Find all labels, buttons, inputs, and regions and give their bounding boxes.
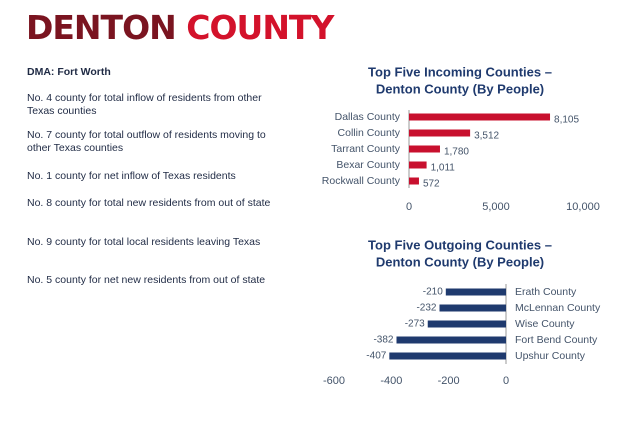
value-label: 3,512 <box>474 131 499 142</box>
bar <box>396 336 506 344</box>
category-label: Erath County <box>515 286 577 298</box>
value-label: -232 <box>416 303 436 314</box>
category-label: Fort Bend County <box>515 334 598 346</box>
value-label: 1,011 <box>431 163 456 174</box>
bar <box>409 129 471 137</box>
value-label: 1,780 <box>444 147 469 158</box>
value-label: 572 <box>423 179 440 190</box>
bar <box>427 320 506 328</box>
category-label: McLennan County <box>515 302 601 314</box>
chart-title: Denton County (By People) <box>376 81 544 96</box>
bar <box>409 177 419 185</box>
fact: No. 4 county for total inflow of residen… <box>27 92 262 117</box>
category-label: Tarrant County <box>331 143 401 155</box>
x-tick-label: -600 <box>323 375 345 387</box>
fact: No. 9 county for total local residents l… <box>27 236 261 248</box>
dma: DMA: Fort Worth <box>27 66 111 78</box>
bar <box>409 161 427 169</box>
fact: No. 7 county for total outflow of reside… <box>27 129 266 154</box>
category-label: Dallas County <box>335 111 401 123</box>
value-label: -273 <box>405 319 425 330</box>
x-tick-label: 0 <box>503 375 509 387</box>
category-label: Wise County <box>515 318 575 330</box>
category-label: Bexar County <box>336 159 400 171</box>
category-label: Upshur County <box>515 350 586 362</box>
fact: No. 1 county for net inflow of Texas res… <box>27 170 236 182</box>
category-label: Collin County <box>338 127 401 139</box>
title-first: DENTON <box>26 8 177 47</box>
value-label: -210 <box>423 287 443 298</box>
fact: No. 5 county for net new residents from … <box>27 274 266 286</box>
x-tick-label: -400 <box>380 375 402 387</box>
bar <box>439 304 506 312</box>
chart-title: Denton County (By People) <box>376 254 544 269</box>
chart-title: Top Five Outgoing Counties – <box>368 237 552 252</box>
title-second: COUNTY <box>186 8 334 47</box>
bar <box>409 113 551 121</box>
fact: No. 8 county for total new residents fro… <box>27 197 271 209</box>
x-tick-label: 0 <box>406 201 412 213</box>
chart-title: Top Five Incoming Counties – <box>368 64 552 79</box>
value-label: -407 <box>366 351 386 362</box>
category-label: Rockwall County <box>322 175 401 187</box>
bar <box>389 352 506 360</box>
x-tick-label: 10,000 <box>566 201 600 213</box>
bar <box>409 145 440 153</box>
value-label: 8,105 <box>554 115 579 126</box>
x-tick-label: -200 <box>438 375 460 387</box>
page-title: DENTON COUNTY <box>26 8 334 47</box>
bar <box>445 288 506 296</box>
value-label: -382 <box>373 335 393 346</box>
x-tick-label: 5,000 <box>482 201 510 213</box>
